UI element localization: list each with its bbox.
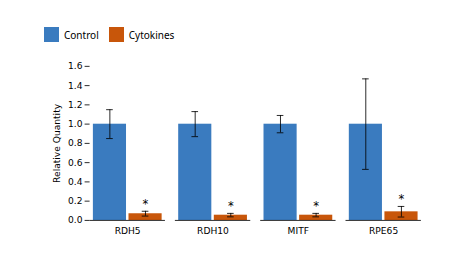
svg-text:0.4: 0.4 xyxy=(68,177,83,187)
svg-text:*: * xyxy=(399,192,405,206)
html-text:Control: Control xyxy=(64,27,99,42)
svg-text:Relative Quantity: Relative Quantity xyxy=(52,103,62,183)
svg-text:1.4: 1.4 xyxy=(68,81,83,91)
svg-text:MITF: MITF xyxy=(288,226,309,236)
svg-text:RDH10: RDH10 xyxy=(197,226,229,236)
svg-text:0.0: 0.0 xyxy=(68,215,83,225)
svg-text:*: * xyxy=(143,197,149,211)
svg-text:*: * xyxy=(228,199,234,213)
html-text:Cytokines: Cytokines xyxy=(128,27,175,42)
svg-text:RPE65: RPE65 xyxy=(369,226,398,236)
svg-text:0.8: 0.8 xyxy=(68,138,83,148)
svg-text:1.6: 1.6 xyxy=(68,61,83,71)
svg-text:1.2: 1.2 xyxy=(68,100,83,110)
svg-text:RDH5: RDH5 xyxy=(115,226,141,236)
svg-text:0.6: 0.6 xyxy=(68,158,83,168)
svg-text:0.2: 0.2 xyxy=(68,196,83,206)
svg-text:1.0: 1.0 xyxy=(68,119,83,129)
svg-text:*: * xyxy=(313,199,319,213)
